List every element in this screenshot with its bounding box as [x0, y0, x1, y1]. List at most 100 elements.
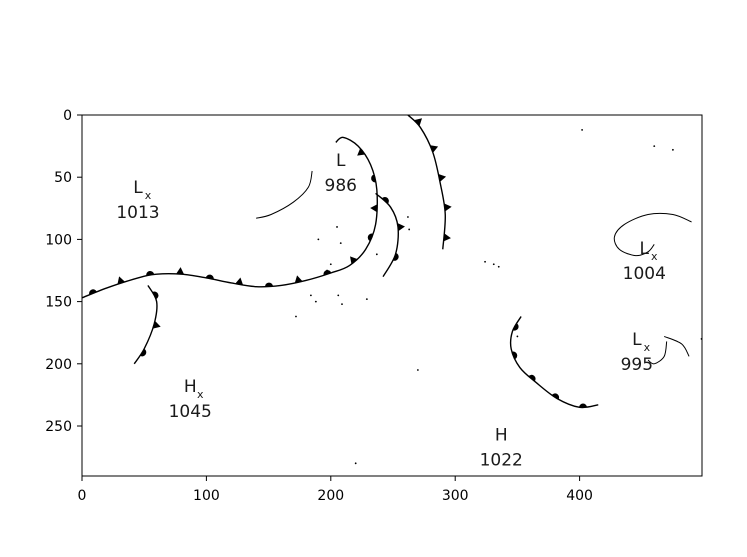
occluded-front-line [133, 285, 158, 365]
noise-speck [581, 129, 583, 131]
system-pressure: 1022 [480, 451, 523, 471]
cold-front-triangle [176, 267, 185, 275]
system-letter: L [133, 178, 143, 198]
noise-speck [375, 253, 378, 256]
warm-front-semicircle [512, 323, 519, 331]
system-letter: L [640, 239, 650, 259]
x-tick-label: 300 [442, 488, 469, 504]
warm-front-semicircle [551, 393, 560, 400]
noise-speck [354, 462, 357, 465]
warm-front-semicircle [89, 289, 97, 295]
noise-speck [341, 303, 343, 305]
system-letter: L [632, 330, 642, 350]
noise-speck [326, 269, 328, 272]
noise-speck [314, 300, 317, 303]
cold-front-triangle [294, 275, 303, 284]
system-pressure: 995 [621, 355, 653, 375]
noise-speck [497, 265, 500, 268]
system-letter: H [184, 377, 197, 397]
noise-speck [516, 335, 519, 338]
system-pressure: 1013 [116, 203, 159, 223]
warm-front-semicircle [140, 348, 147, 357]
system-pressure: 1045 [169, 402, 212, 422]
y-tick-label: 250 [45, 419, 72, 435]
warm-front-semicircle [381, 196, 389, 204]
noise-speck [309, 294, 312, 297]
warm-front-semicircle [511, 351, 518, 360]
plot-frame [81, 114, 703, 477]
system-pressure: 1004 [623, 264, 666, 284]
noise-speck [484, 260, 486, 263]
isobar-line [647, 341, 668, 365]
pressure-system-low: L 986 [325, 151, 357, 196]
noise-speck [492, 263, 495, 266]
warm-front-semicircle [152, 291, 159, 300]
noise-speck [317, 238, 320, 241]
noise-speck [329, 263, 332, 266]
center-cross-icon: x [644, 341, 651, 354]
warm-front-semicircle [265, 282, 273, 287]
noise-speck [336, 226, 338, 228]
system-pressure: 986 [325, 176, 357, 196]
warm-front-line [509, 316, 599, 409]
warm-front-semicircle [371, 174, 377, 183]
y-tick-label: 200 [45, 357, 72, 373]
center-cross-icon: x [197, 388, 204, 401]
noise-speck [365, 298, 368, 301]
noise-speck [407, 216, 409, 218]
cold-front-triangle [235, 277, 244, 286]
warm-front-semicircle [528, 374, 536, 382]
warm-front-semicircle [205, 274, 214, 280]
isobar-line [256, 170, 313, 219]
cold-front-triangle [152, 320, 161, 329]
cold-front-triangle [430, 145, 439, 153]
noise-speck [672, 148, 674, 151]
cold-front-triangle [438, 174, 447, 182]
cold-front-line [407, 114, 446, 250]
y-axis: 0 50 100 150 200 250 [45, 108, 82, 435]
cold-front-triangle [414, 118, 423, 126]
cold-front-triangle [444, 203, 452, 212]
stationary-front-line [81, 136, 378, 299]
y-tick-label: 100 [45, 232, 72, 248]
y-tick-label: 50 [54, 170, 72, 186]
cold-front-triangle [117, 276, 126, 285]
cold-front-triangle [350, 256, 358, 265]
isobar-line [613, 212, 692, 257]
x-tick-label: 0 [78, 488, 87, 504]
cold-front-triangle [357, 148, 366, 156]
x-tick-label: 400 [566, 488, 593, 504]
noise-speck [337, 294, 340, 297]
noise-speck [408, 228, 411, 231]
pressure-system-high: H 1022 [480, 426, 523, 471]
x-axis: 0 100 200 300 400 [78, 476, 593, 504]
system-letter: H [495, 426, 508, 446]
y-tick-label: 0 [63, 108, 72, 124]
noise-speck [700, 338, 703, 340]
center-cross-icon: x [651, 250, 658, 263]
isobar-line [663, 335, 690, 357]
system-letter: L [336, 151, 346, 171]
isobar-layer [256, 170, 692, 365]
x-tick-label: 200 [317, 488, 344, 504]
warm-front-semicircle [146, 271, 155, 276]
noise-speck [416, 369, 419, 371]
front-layer [81, 114, 599, 409]
occluded-front-line [375, 192, 399, 278]
y-tick-label: 150 [45, 295, 72, 311]
noise-speck [339, 242, 342, 245]
x-tick-label: 100 [193, 488, 220, 504]
warm-front-semicircle [323, 270, 332, 276]
cold-front-triangle [397, 223, 405, 232]
warm-front-semicircle [578, 403, 587, 408]
warm-front-semicircle [393, 253, 399, 261]
noise-speck-layer [295, 129, 703, 465]
noise-speck [653, 145, 656, 148]
cold-front-triangle [443, 233, 451, 242]
